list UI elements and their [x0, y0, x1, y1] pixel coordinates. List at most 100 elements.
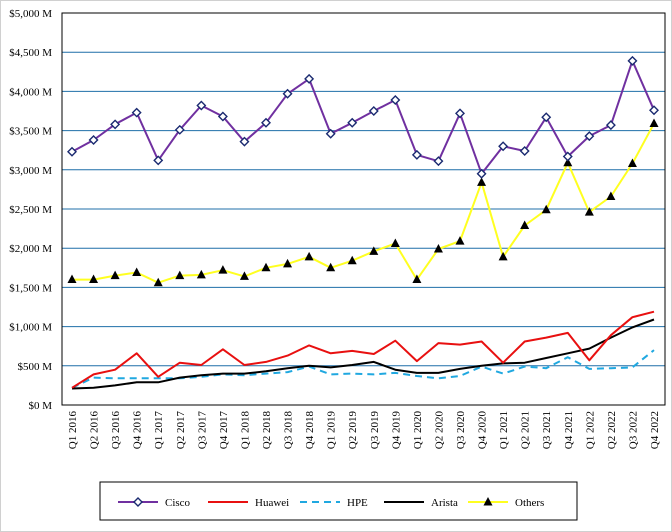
- cisco-point: [239, 136, 250, 147]
- x-tick-label: Q2 2019: [347, 411, 359, 450]
- cisco-point: [390, 95, 401, 106]
- others-point: [89, 274, 99, 284]
- y-tick-label: $3,500 M: [9, 126, 52, 138]
- x-tick-label: Q3 2019: [369, 411, 381, 450]
- cisco-point: [325, 128, 336, 139]
- arista-line: [71, 318, 655, 390]
- cisco-point: [519, 145, 530, 156]
- x-tick-label: Q4 2019: [390, 411, 402, 450]
- cisco-point: [368, 106, 379, 116]
- x-tick-label: Q1 2019: [326, 411, 338, 450]
- x-tick-label: Q2 2018: [261, 411, 273, 450]
- legend-label: Cisco: [165, 497, 191, 509]
- cisco-point: [411, 149, 422, 160]
- others-point: [627, 158, 637, 168]
- others-point: [239, 271, 249, 280]
- legend-label: Huawei: [255, 497, 289, 509]
- legend-label: Arista: [431, 497, 458, 509]
- legend-label: Others: [515, 497, 544, 509]
- cisco-point: [153, 155, 164, 166]
- cisco-point: [562, 151, 573, 162]
- x-tick-label: Q3 2018: [283, 411, 295, 450]
- x-tick-label: Q3 2017: [196, 411, 208, 450]
- y-tick-label: $2,000 M: [9, 243, 52, 255]
- x-tick-label: Q2 2022: [606, 411, 618, 449]
- legend-label: HPE: [347, 497, 368, 509]
- others-point: [132, 267, 142, 277]
- others-point: [326, 262, 336, 272]
- cisco-line: [71, 59, 655, 175]
- x-tick-label: Q4 2017: [218, 411, 230, 450]
- others-point: [283, 258, 293, 268]
- others-point: [261, 262, 271, 272]
- others-point: [110, 270, 120, 280]
- others-line: [72, 123, 655, 284]
- cisco-point: [217, 111, 228, 122]
- others-point: [541, 204, 551, 214]
- y-tick-label: $5,000 M: [9, 8, 52, 20]
- y-tick-label: $500 M: [17, 361, 52, 373]
- x-tick-label: Q4 2021: [563, 411, 575, 449]
- cisco-point: [455, 108, 465, 119]
- x-tick-label: Q2 2021: [520, 411, 532, 449]
- series-huawei: [71, 310, 655, 389]
- cisco-point: [174, 124, 185, 135]
- series-others: [67, 118, 659, 287]
- cisco-point: [605, 120, 616, 131]
- legend-marker: [133, 497, 143, 507]
- others-point: [67, 274, 77, 284]
- cisco-point: [131, 107, 142, 118]
- x-tick-label: Q1 2016: [67, 411, 79, 450]
- y-tick-label: $4,000 M: [9, 86, 52, 98]
- x-tick-label: Q3 2020: [455, 411, 467, 450]
- others-point: [369, 246, 379, 255]
- x-tick-label: Q1 2018: [239, 411, 251, 450]
- cisco-point: [498, 141, 509, 152]
- series-hpe: [71, 349, 655, 389]
- x-tick-label: Q2 2020: [433, 411, 445, 450]
- x-tick-label: Q3 2022: [627, 411, 639, 449]
- x-tick-label: Q4 2020: [477, 411, 489, 450]
- x-tick-label: Q1 2020: [412, 411, 424, 450]
- cisco-point: [261, 117, 271, 128]
- others-point: [304, 251, 314, 261]
- y-tick-label: $1,500 M: [9, 282, 52, 294]
- x-tick-label: Q1 2022: [584, 411, 596, 449]
- cisco-point: [304, 73, 315, 84]
- x-tick-label: Q1 2017: [153, 411, 165, 450]
- series-arista: [71, 318, 655, 390]
- others-point: [584, 207, 594, 216]
- cisco-point: [541, 112, 552, 123]
- cisco-point: [433, 156, 444, 167]
- others-point: [649, 118, 659, 128]
- others-point: [433, 243, 443, 253]
- y-tick-label: $2,500 M: [9, 204, 52, 216]
- legend-marker: [483, 497, 493, 506]
- cisco-point: [110, 119, 121, 130]
- others-point: [498, 251, 508, 261]
- others-point: [347, 255, 357, 265]
- cisco-point: [347, 117, 358, 128]
- legend-item-hpe: HPE: [300, 497, 368, 509]
- y-tick-label: $4,500 M: [9, 47, 52, 59]
- others-point: [606, 191, 616, 200]
- others-point: [477, 177, 487, 186]
- plot-area-border: [61, 12, 666, 406]
- legend-item-arista: Arista: [384, 497, 458, 509]
- others-point: [175, 270, 185, 280]
- x-tick-label: Q4 2016: [132, 411, 144, 450]
- others-point: [196, 269, 206, 279]
- others-point: [412, 274, 422, 284]
- cisco-point: [476, 168, 487, 179]
- cisco-point: [88, 135, 99, 145]
- others-point: [218, 265, 228, 274]
- x-tick-label: Q4 2022: [649, 411, 661, 449]
- hpe-line: [71, 349, 655, 389]
- cisco-point: [67, 146, 77, 157]
- legend-item-huawei: Huawei: [208, 497, 289, 509]
- others-point: [455, 236, 465, 245]
- x-tick-label: Q1 2021: [498, 411, 510, 449]
- others-point: [520, 220, 530, 229]
- y-tick-label: $3,000 M: [9, 165, 52, 177]
